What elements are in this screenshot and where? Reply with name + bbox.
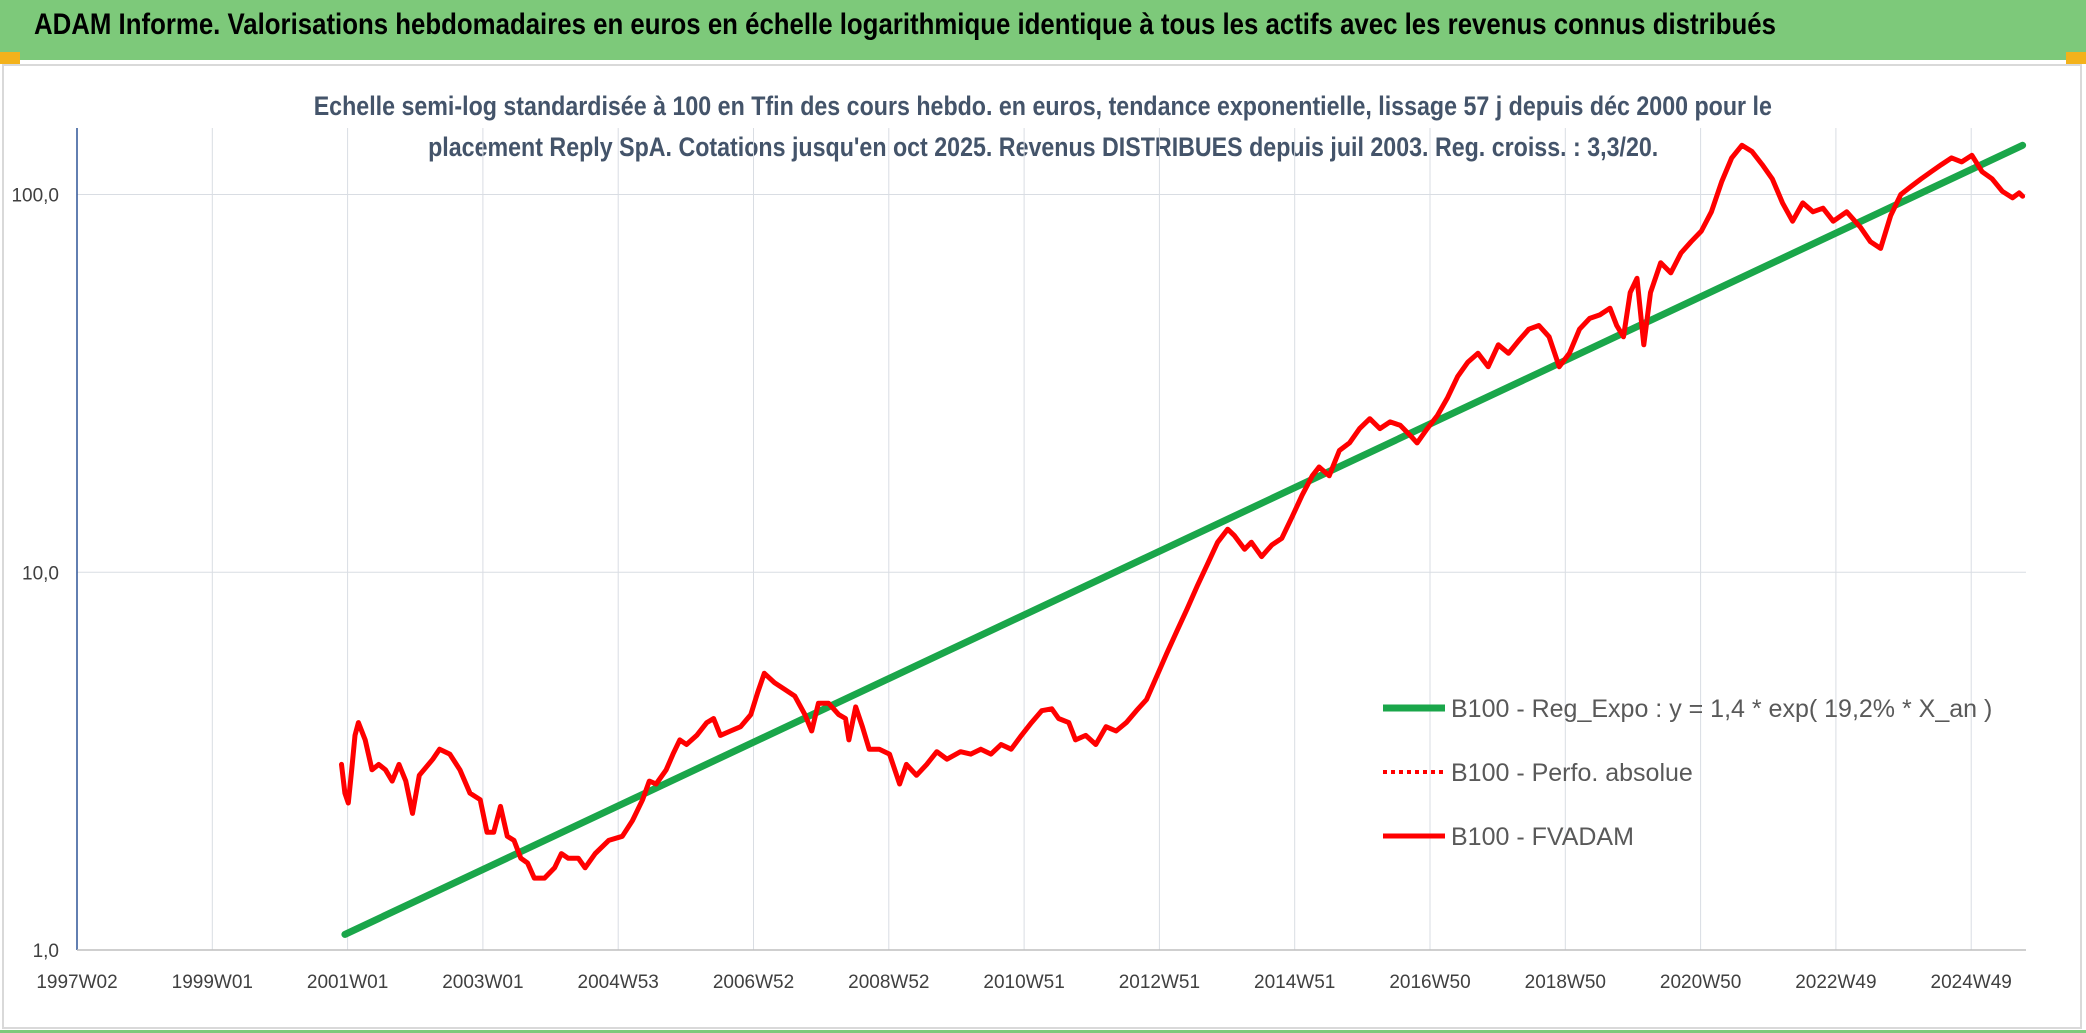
y-tick-label: 10,0 bbox=[22, 563, 59, 584]
bottom-accent-bar bbox=[0, 1030, 2086, 1033]
y-tick-label: 1,0 bbox=[33, 941, 59, 962]
x-tick-label: 2004W53 bbox=[578, 972, 659, 993]
corner-accent-left bbox=[0, 52, 20, 64]
legend: B100 - Reg_Expo : y = 1,4 * exp( 19,2% *… bbox=[1383, 695, 1992, 851]
x-tick-label: 2024W49 bbox=[1931, 972, 2012, 993]
x-tick-label: 2010W51 bbox=[983, 972, 1064, 993]
trend-line-series bbox=[341, 141, 2027, 938]
chart-subtitle-line1: Echelle semi-log standardisée à 100 en T… bbox=[313, 91, 1773, 121]
x-tick-label: 2020W50 bbox=[1660, 972, 1741, 993]
report-header: ADAM Informe. Valorisations hebdomadaire… bbox=[0, 0, 2086, 63]
axes-layer: 1997W02 1999W01 2001W01 2003W01 2004W53 2006W… bbox=[11, 128, 2026, 993]
fvadam-line-series bbox=[339, 142, 2026, 881]
legend-label: B100 - Reg_Expo : y = 1,4 * exp( 19,2% *… bbox=[1451, 695, 1992, 723]
chart-frame bbox=[2, 64, 2082, 1029]
y-tick-label: 100,0 bbox=[11, 186, 59, 207]
chart-subtitle-line2: placement Reply SpA. Cotations jusqu'en … bbox=[427, 132, 1659, 162]
x-tick-label: 2012W51 bbox=[1119, 972, 1200, 993]
legend-label: B100 - Perfo. absolue bbox=[1451, 759, 1693, 787]
x-tick-label: 2003W01 bbox=[442, 972, 523, 993]
x-tick-label: 2022W49 bbox=[1795, 972, 1876, 993]
x-tick-label: 1999W01 bbox=[172, 972, 253, 993]
report-title: ADAM Informe. Valorisations hebdomadaire… bbox=[34, 8, 1776, 41]
x-tick-label: 2018W50 bbox=[1525, 972, 1606, 993]
corner-accent-right bbox=[2066, 52, 2086, 64]
x-tick-label: 2008W52 bbox=[848, 972, 929, 993]
x-tick-label: 2006W52 bbox=[713, 972, 794, 993]
chart-subtitle: Echelle semi-log standardisée à 100 en T… bbox=[0, 86, 2086, 168]
x-tick-label: 1997W02 bbox=[36, 972, 117, 993]
x-tick-label: 2016W50 bbox=[1389, 972, 1470, 993]
x-tick-label: 2014W51 bbox=[1254, 972, 1335, 993]
series-layer bbox=[339, 141, 2027, 938]
legend-label: B100 - FVADAM bbox=[1451, 823, 1634, 851]
x-tick-label: 2001W01 bbox=[307, 972, 388, 993]
grid-layer bbox=[76, 128, 2026, 951]
